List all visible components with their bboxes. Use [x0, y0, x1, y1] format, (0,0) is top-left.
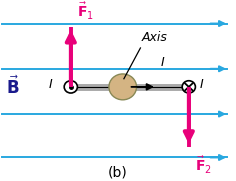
Ellipse shape [109, 74, 136, 100]
Text: $I$: $I$ [48, 78, 53, 91]
Text: Axis: Axis [142, 31, 168, 44]
Text: $I$: $I$ [160, 56, 165, 69]
Text: $\vec{\mathbf{B}}$: $\vec{\mathbf{B}}$ [6, 76, 20, 98]
Text: $\vec{\mathbf{F}}_2$: $\vec{\mathbf{F}}_2$ [195, 155, 211, 176]
Ellipse shape [182, 81, 195, 93]
Text: $\vec{\mathbf{F}}_1$: $\vec{\mathbf{F}}_1$ [77, 1, 93, 22]
Text: (b): (b) [108, 165, 128, 179]
Text: $I$: $I$ [199, 78, 205, 91]
Ellipse shape [64, 81, 77, 93]
